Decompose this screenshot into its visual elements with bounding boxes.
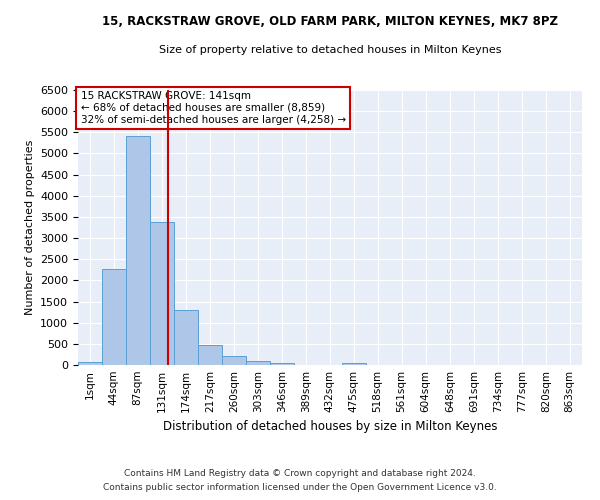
Bar bbox=[150, 222, 174, 365]
Text: 15 RACKSTRAW GROVE: 141sqm
← 68% of detached houses are smaller (8,859)
32% of s: 15 RACKSTRAW GROVE: 141sqm ← 68% of deta… bbox=[80, 92, 346, 124]
Bar bbox=[101, 268, 125, 365]
X-axis label: Distribution of detached houses by size in Milton Keynes: Distribution of detached houses by size … bbox=[163, 420, 497, 434]
Bar bbox=[270, 363, 294, 365]
Y-axis label: Number of detached properties: Number of detached properties bbox=[25, 140, 35, 315]
Text: Contains public sector information licensed under the Open Government Licence v3: Contains public sector information licen… bbox=[103, 484, 497, 492]
Text: Contains HM Land Registry data © Crown copyright and database right 2024.: Contains HM Land Registry data © Crown c… bbox=[124, 468, 476, 477]
Bar bbox=[125, 136, 149, 365]
Bar bbox=[78, 362, 101, 365]
Bar bbox=[174, 310, 198, 365]
Bar bbox=[341, 362, 365, 365]
Bar bbox=[198, 345, 222, 365]
Text: 15, RACKSTRAW GROVE, OLD FARM PARK, MILTON KEYNES, MK7 8PZ: 15, RACKSTRAW GROVE, OLD FARM PARK, MILT… bbox=[102, 15, 558, 28]
Bar bbox=[246, 361, 270, 365]
Text: Size of property relative to detached houses in Milton Keynes: Size of property relative to detached ho… bbox=[159, 45, 501, 55]
Bar bbox=[222, 356, 246, 365]
